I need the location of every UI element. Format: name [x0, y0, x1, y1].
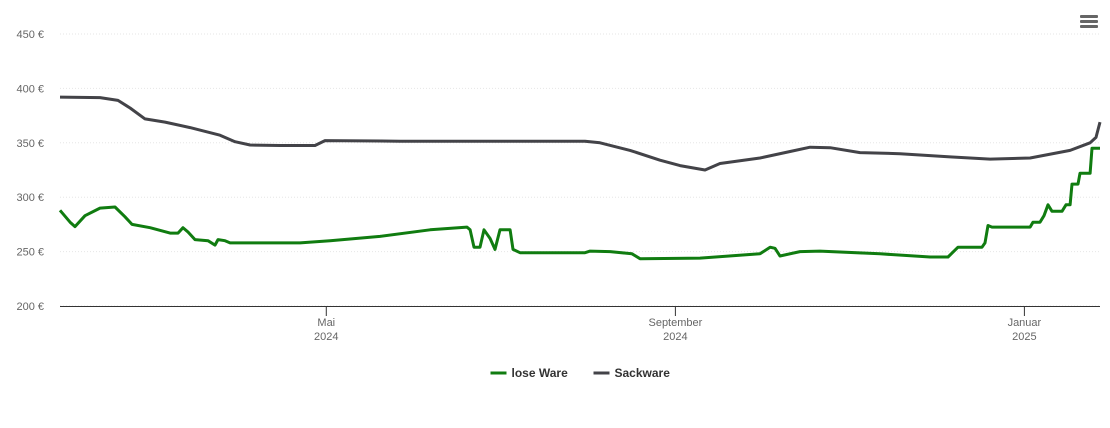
- x-tick-label: Januar 2025: [1008, 317, 1042, 343]
- y-tick-label: 250 €: [16, 247, 44, 259]
- menu-bar: [1080, 25, 1098, 28]
- x-tick-label-line: 2024: [663, 331, 687, 343]
- x-tick-label-line: 2025: [1012, 331, 1036, 343]
- x-tick-label: September 2024: [648, 317, 702, 343]
- x-tick-label-line: Mai: [317, 317, 335, 329]
- x-tick-label-line: Januar: [1008, 317, 1042, 329]
- y-tick-label: 200 €: [16, 301, 44, 313]
- menu-bar: [1080, 20, 1098, 23]
- menu-bar: [1080, 15, 1098, 18]
- x-tick-label-line: September: [648, 317, 702, 329]
- y-tick-label: 300 €: [16, 192, 44, 204]
- legend-label: lose Ware: [512, 366, 569, 380]
- legend-label: Sackware: [615, 366, 671, 380]
- y-tick-label: 450 €: [16, 29, 44, 41]
- x-tick-label-line: 2024: [314, 331, 338, 343]
- series-line: [58, 146, 1100, 261]
- y-tick-label: 350 €: [16, 138, 44, 150]
- menu-icon[interactable]: [1080, 15, 1098, 28]
- x-tick-label: Mai 2024: [314, 317, 338, 343]
- legend: lose Ware Sackware: [490, 366, 671, 380]
- y-tick-label: 400 €: [16, 83, 44, 95]
- series-line: [59, 95, 1102, 172]
